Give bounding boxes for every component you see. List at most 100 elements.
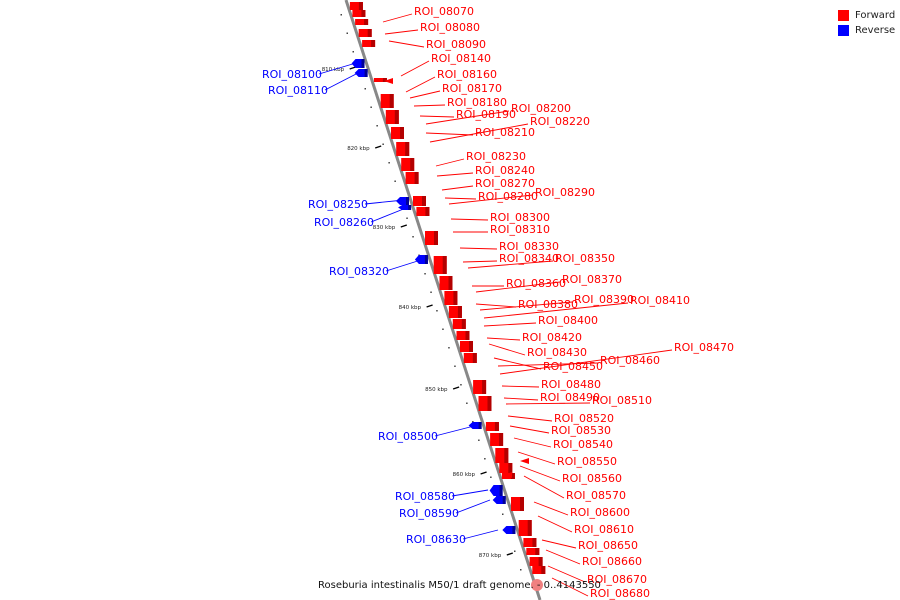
forward-leader-line	[462, 260, 498, 263]
forward-leader-line	[517, 451, 556, 465]
forward-leader-line	[483, 322, 537, 327]
forward-gene-block	[485, 422, 499, 431]
forward-gene-label: ROI_08070	[414, 5, 474, 18]
forward-leader-line	[523, 475, 565, 499]
forward-gene-shade	[400, 127, 404, 139]
forward-gene-label: ROI_08400	[538, 314, 598, 327]
forward-gene-arrow	[520, 458, 529, 464]
forward-leader-line	[479, 301, 573, 311]
forward-gene-shade	[472, 353, 477, 363]
reverse-gene-shade	[364, 69, 368, 77]
tick-mark	[426, 304, 433, 308]
sequence-dot	[370, 106, 372, 108]
forward-gene-shade	[532, 538, 537, 547]
forward-gene-label: ROI_08290	[535, 186, 595, 199]
tick-mark	[349, 66, 356, 70]
legend-label-reverse: Reverse	[855, 25, 896, 36]
legend-item-forward: Forward	[838, 8, 895, 23]
forward-leader-line	[493, 357, 542, 370]
reverse-leader-line	[370, 207, 407, 223]
forward-gene-block	[523, 538, 537, 547]
reverse-gene-label: ROI_08500	[378, 430, 438, 443]
forward-leader-line	[405, 76, 436, 93]
genome-caption: Roseburia intestinalis M50/1 draft genom…	[318, 580, 601, 591]
forward-gene-label: ROI_08360	[506, 277, 566, 290]
forward-gene-shade	[425, 207, 430, 216]
reverse-leader-line	[318, 62, 357, 75]
sequence-dot	[430, 291, 432, 293]
forward-leader-line	[519, 465, 561, 482]
forward-gene-shade	[538, 557, 543, 566]
forward-gene-label: ROI_08340	[499, 252, 559, 265]
forward-gene-block	[529, 557, 543, 566]
forward-gene-label: ROI_08210	[475, 126, 535, 139]
forward-gene-shade	[510, 473, 515, 479]
forward-leader-line	[425, 110, 510, 125]
reverse-leader-line	[324, 72, 359, 91]
forward-leader-line	[505, 402, 591, 405]
forward-gene-shade	[361, 10, 366, 17]
sequence-dot	[352, 51, 354, 53]
forward-gene-block	[362, 40, 376, 47]
forward-leader-line	[509, 425, 550, 434]
sequence-dot	[388, 162, 390, 164]
forward-gene-label: ROI_08470	[674, 341, 734, 354]
forward-leader-line	[499, 349, 673, 375]
forward-leader-line	[382, 13, 413, 23]
reverse-gene-block	[351, 59, 365, 68]
forward-gene-shade	[520, 497, 524, 511]
tick-mark	[374, 145, 382, 149]
reverse-gene-block	[502, 526, 516, 534]
forward-leader-line	[501, 385, 540, 388]
tick-mark	[480, 471, 487, 475]
forward-leader-line	[488, 343, 526, 356]
sequence-dot	[394, 180, 396, 182]
forward-gene-label: ROI_08650	[578, 539, 638, 552]
reverse-gene-label: ROI_08630	[406, 533, 466, 546]
tick-mark	[506, 552, 514, 556]
forward-gene-label: ROI_08090	[426, 38, 486, 51]
forward-gene-label: ROI_08450	[543, 360, 603, 373]
forward-gene-label: ROI_08480	[541, 378, 601, 391]
reverse-leader-line	[434, 425, 475, 437]
forward-leader-line	[444, 197, 477, 200]
forward-leader-line	[541, 539, 577, 549]
forward-gene-shade	[405, 142, 410, 156]
reverse-gene-label: ROI_08580	[395, 490, 455, 503]
forward-gene-label: ROI_08230	[466, 150, 526, 163]
reverse-gene-label: ROI_08320	[329, 265, 389, 278]
forward-gene-shade	[499, 433, 504, 446]
reverse-gene-block	[354, 69, 368, 77]
forward-gene-label: ROI_08370	[562, 273, 622, 286]
forward-leader-line	[467, 260, 554, 269]
reverse-gene-shade	[512, 526, 516, 534]
forward-leader-line	[547, 565, 586, 583]
forward-gene-block	[416, 207, 430, 216]
forward-gene-block	[532, 566, 546, 574]
forward-gene-block	[373, 78, 387, 82]
forward-gene-shade	[410, 158, 415, 171]
forward-gene-label: ROI_08270	[475, 177, 535, 190]
forward-gene-shade	[457, 306, 462, 318]
sequence-dot	[340, 14, 342, 16]
tick-label: 840 kbp	[399, 305, 422, 311]
tick-label: 820 kbp	[347, 146, 370, 152]
forward-gene-shade	[508, 463, 513, 473]
legend-swatch-forward	[838, 10, 849, 21]
tick-mark	[400, 224, 408, 228]
forward-gene-shade	[422, 196, 426, 206]
forward-gene-label: ROI_08300	[490, 211, 550, 224]
sequence-dot	[460, 384, 462, 386]
forward-leader-line	[551, 577, 589, 597]
reverse-gene-block	[395, 197, 409, 205]
forward-leader-line	[503, 397, 539, 401]
forward-leader-line	[450, 218, 489, 221]
sequence-dot	[490, 476, 492, 478]
forward-gene-label: ROI_08600	[570, 506, 630, 519]
reverse-gene-label: ROI_08110	[268, 84, 328, 97]
forward-gene-label: ROI_08380	[518, 298, 578, 311]
forward-gene-shade	[394, 110, 399, 124]
forward-gene-block	[413, 196, 426, 206]
sequence-dot	[472, 421, 474, 423]
